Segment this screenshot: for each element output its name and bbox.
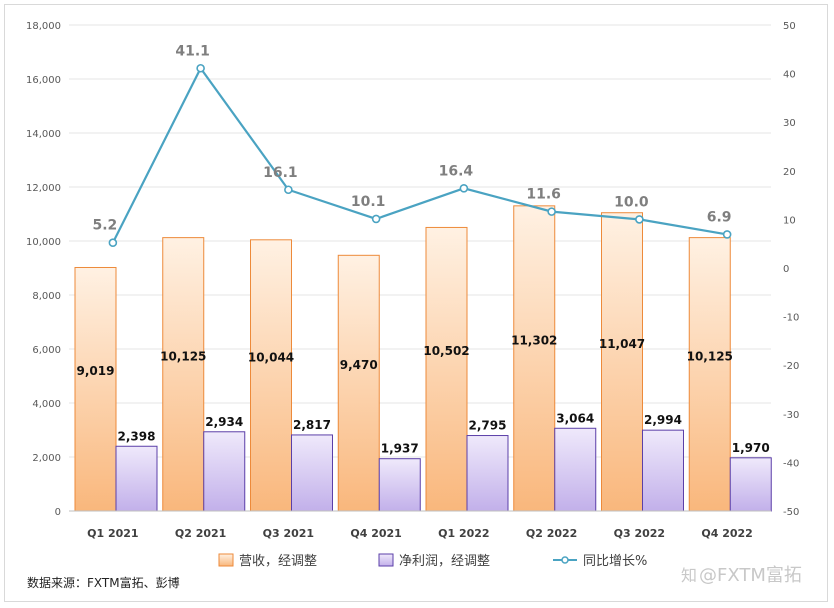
x-axis-category-label: Q4 2021 (350, 527, 401, 540)
x-axis: Q1 2021 Q2 2021 Q3 2021 Q4 2021 Q1 2022 Q2 20… (69, 510, 771, 540)
left-axis-tick-label: 16,000 (26, 75, 61, 86)
revenue-bar (513, 205, 556, 512)
right-axis-tick-label: 10 (783, 215, 796, 226)
right-axis-tick-label: 40 (783, 70, 796, 81)
right-axis-tick-label: -30 (783, 410, 799, 421)
profit-bar (466, 435, 509, 512)
growth-point (108, 238, 118, 248)
growth-point (196, 63, 205, 73)
revenue-data-label: 11,302 (511, 333, 557, 347)
profit-bar (554, 427, 597, 512)
profit-data-label: 2,398 (118, 429, 156, 443)
right-axis-tick-label: 0 (783, 264, 789, 275)
profit-bar (203, 431, 246, 512)
revenue-bar (601, 212, 643, 512)
growth-line: 5.2 41.1 16.1 10.1 16.4 11.6 10.0 6.9 (92, 43, 732, 248)
left-axis-tick-label: 18,000 (26, 21, 61, 32)
left-axis-tick-label: 6,000 (32, 345, 61, 356)
left-axis-tick-label: 4,000 (32, 399, 61, 410)
revenue-data-label: 11,047 (599, 337, 645, 351)
growth-data-label: 5.2 (92, 218, 117, 234)
left-axis-tick-label: 10,000 (26, 237, 61, 248)
growth-data-label: 16.4 (439, 163, 474, 179)
growth-data-label: 16.1 (263, 165, 298, 181)
legend-swatch (218, 553, 234, 567)
revenue-data-label: 10,125 (687, 349, 733, 363)
watermark-text: @FXTM富拓 (699, 565, 802, 586)
legend: 营收，经调整 净利润，经调整 同比增长% (218, 553, 647, 569)
left-axis-tick-label: 14,000 (26, 129, 61, 140)
x-axis-category-label: Q2 2021 (175, 527, 226, 540)
legend-label: 净利润，经调整 (399, 554, 490, 569)
profit-data-label: 3,064 (556, 411, 594, 425)
growth-data-label: 10.0 (614, 194, 649, 210)
x-axis-category-label: Q4 2022 (701, 527, 752, 540)
revenue-data-label: 9,019 (77, 364, 115, 378)
profit-data-label: 2,934 (205, 415, 243, 429)
legend-label: 同比增长% (583, 554, 647, 569)
growth-data-label: 6.9 (707, 209, 732, 225)
growth-point (722, 230, 732, 239)
profit-data-label: 1,937 (381, 442, 419, 456)
revenue-bar (250, 239, 292, 512)
bars: 9,019 2,398 10,125 2,934 10,044 2,817 9,470 1,9… (74, 205, 772, 512)
left-axis-tick-label: 2,000 (32, 453, 61, 464)
profit-data-label: 2,795 (469, 419, 507, 433)
growth-point (547, 207, 556, 216)
growth-data-label: 11.6 (526, 187, 561, 203)
source-note: 数据来源：FXTM富拓、彭博 (27, 576, 180, 590)
left-axis-tick-label: 0 (55, 507, 61, 518)
right-axis-tick-label: 30 (783, 118, 796, 129)
growth-point (371, 214, 381, 224)
left-axis-tick-label: 12,000 (26, 183, 61, 194)
legend-swatch-marker (561, 556, 569, 564)
growth-series-line (111, 66, 728, 244)
profit-data-label: 2,994 (644, 413, 682, 427)
watermark: 知 @FXTM富拓 (681, 561, 802, 587)
chart-svg: 0 2,000 4,000 6,000 8,000 10,000 12,000 14,000 1… (26, 21, 799, 569)
growth-point (635, 215, 644, 224)
left-y-axis: 0 2,000 4,000 6,000 8,000 10,000 12,000 14,000 1… (26, 21, 61, 518)
growth-data-label: 41.1 (175, 43, 210, 59)
profit-data-label: 2,817 (293, 418, 331, 432)
revenue-data-label: 9,470 (340, 358, 378, 372)
revenue-data-label: 10,502 (423, 344, 469, 358)
revenue-data-label: 10,044 (248, 350, 294, 364)
growth-data-label: 10.1 (351, 194, 386, 210)
left-axis-tick-label: 8,000 (32, 291, 61, 302)
revenue-bar (425, 226, 468, 512)
right-axis-tick-label: -50 (783, 507, 799, 518)
x-axis-category-label: Q2 2022 (526, 527, 577, 540)
right-axis-tick-label: 20 (783, 167, 796, 178)
right-y-axis: -50 -40 -30 -20 -10 0 10 20 30 40 50 (783, 21, 799, 518)
right-axis-tick-label: 50 (783, 21, 796, 32)
revenue-bar (74, 266, 117, 512)
profit-bar (291, 434, 333, 512)
profit-bar (642, 429, 684, 512)
x-axis-category-label: Q3 2021 (263, 527, 314, 540)
right-axis-tick-label: -20 (783, 361, 799, 372)
profit-bar (729, 457, 772, 512)
revenue-bar (337, 254, 380, 512)
chart-frame: 0 2,000 4,000 6,000 8,000 10,000 12,000 14,000 1… (4, 4, 828, 602)
legend-swatch (378, 553, 394, 567)
x-axis-category-label: Q1 2022 (438, 527, 489, 540)
growth-point (284, 185, 293, 195)
growth-point (459, 183, 469, 193)
revenue-bar (688, 237, 731, 512)
revenue-data-label: 10,125 (160, 349, 206, 363)
zhihu-logo-icon: 知 (681, 566, 698, 585)
profit-data-label: 1,970 (732, 441, 770, 455)
right-axis-tick-label: -40 (783, 458, 799, 469)
profit-bar (378, 458, 421, 512)
profit-bar (115, 445, 158, 512)
legend-label: 营收，经调整 (239, 554, 317, 569)
x-axis-category-label: Q1 2021 (87, 527, 138, 540)
right-axis-tick-label: -10 (783, 313, 799, 324)
x-axis-category-label: Q3 2022 (614, 527, 665, 540)
revenue-bar (162, 237, 205, 512)
